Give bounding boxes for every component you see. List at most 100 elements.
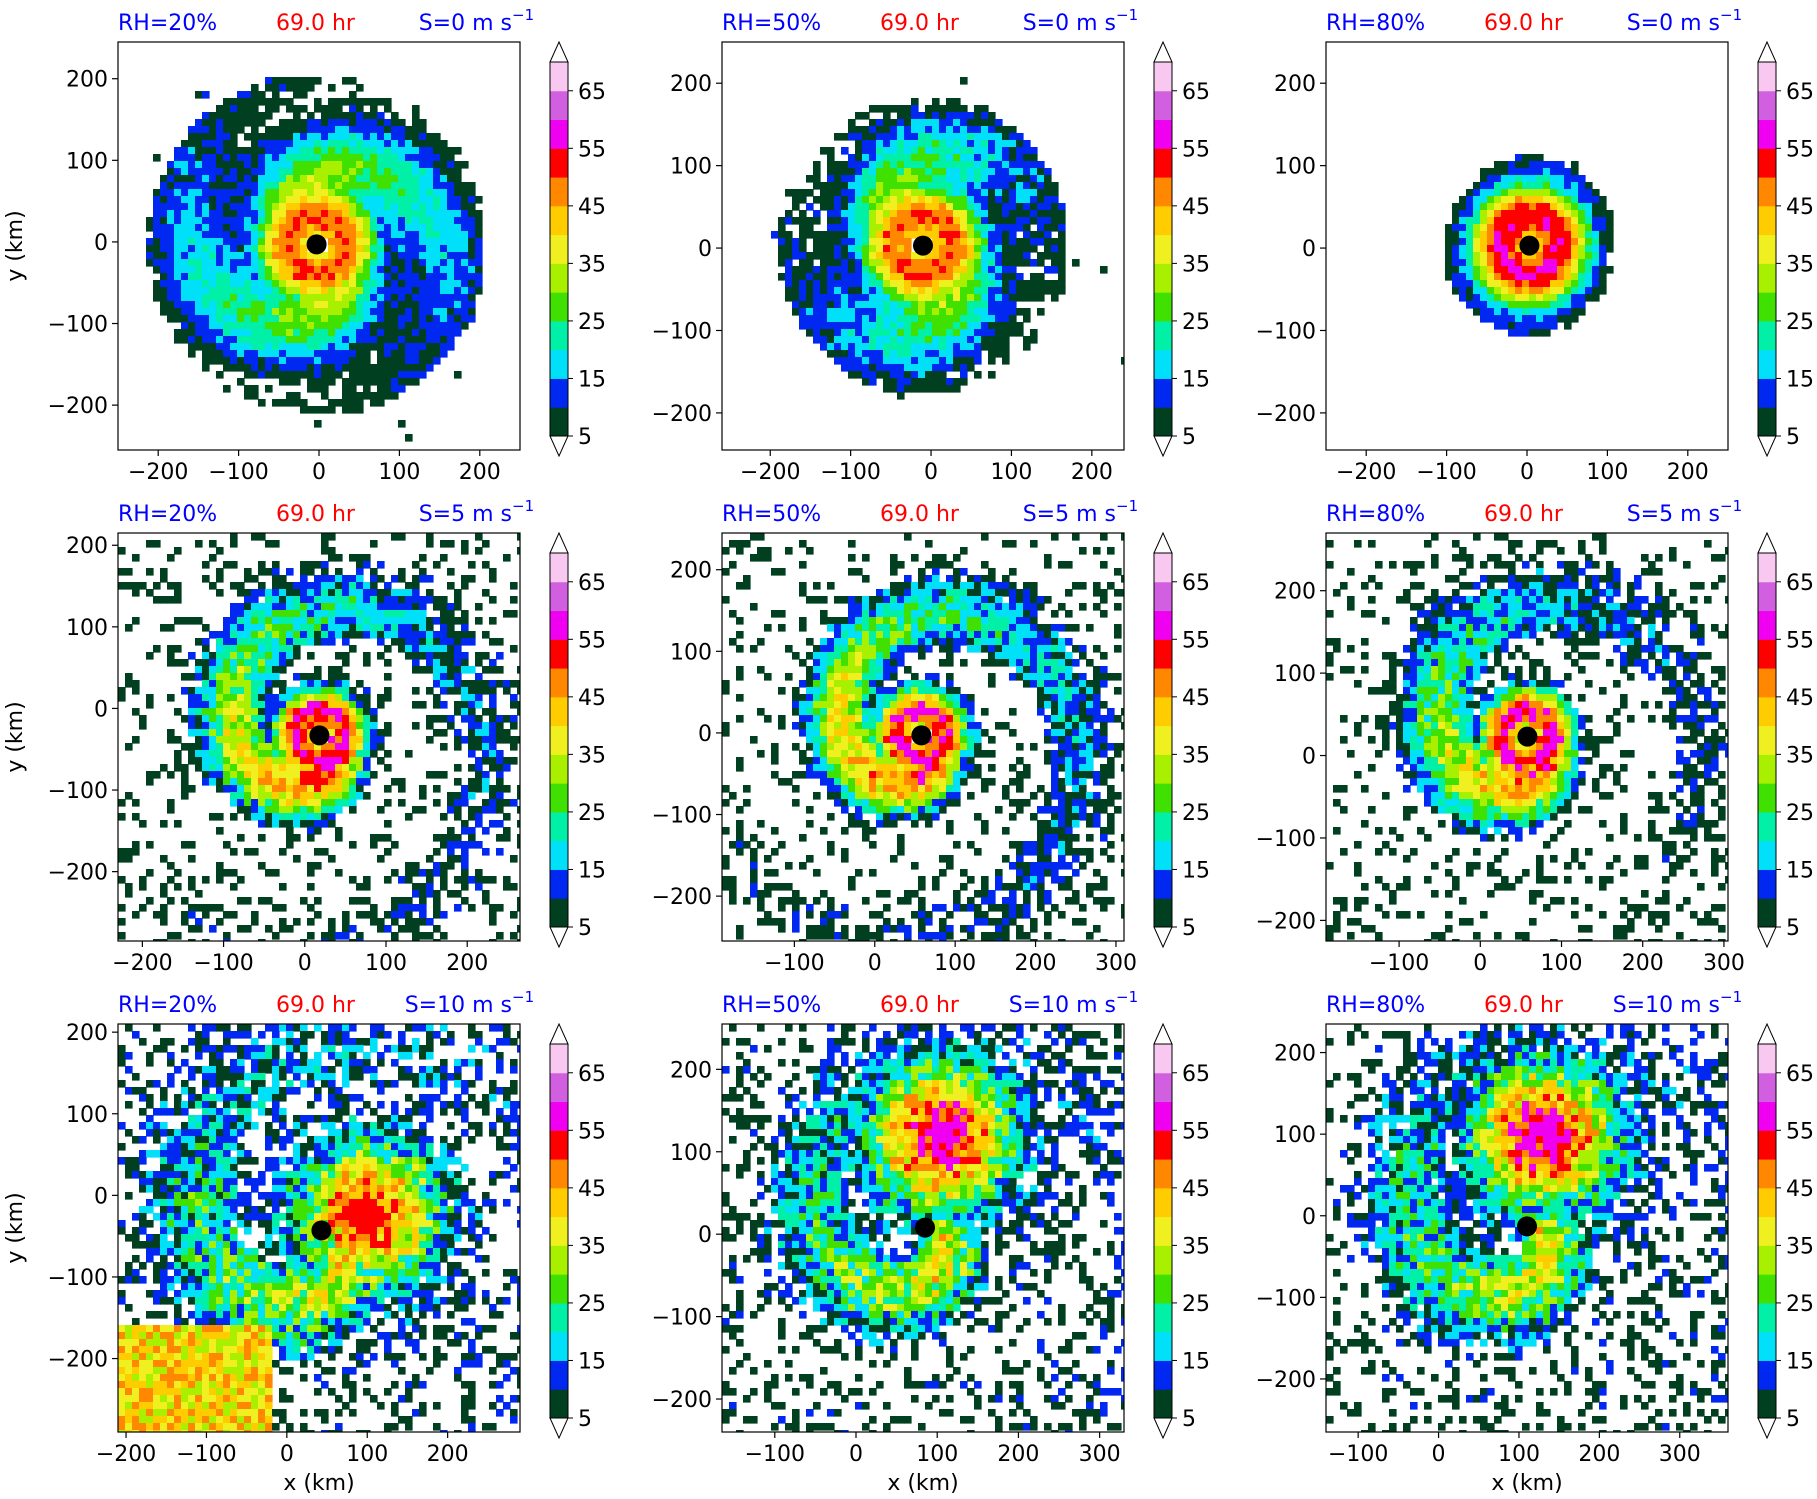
colorbar-tick-label: 25 (1182, 1292, 1210, 1317)
y-tick-label: −100 (1256, 1286, 1316, 1311)
panel-1: −200 −100 0 100 200 200 100 0 −100 −200 RH=20% 69.0… (3, 6, 606, 485)
colorbar-extend-min (549, 1417, 569, 1440)
colorbar-swatch (1154, 840, 1172, 870)
colorbar-swatch (550, 119, 568, 149)
x-axis-label: x (km) (887, 1471, 958, 1496)
shear-title-exponent: −1 (512, 6, 534, 24)
colorbar-tick-label: 35 (1182, 252, 1210, 277)
colorbar-swatch (1154, 639, 1172, 669)
colorbar-swatch (1758, 1331, 1776, 1361)
colorbar-swatch (1154, 869, 1172, 899)
colorbar-swatch (1154, 1274, 1172, 1304)
panel-5: −100 0 100 200 300 200 100 0 −100 −200 RH=50% 69.0 … (652, 497, 1210, 976)
colorbar-tick-label: 15 (1182, 858, 1210, 883)
y-tick-label: −200 (652, 1388, 712, 1413)
x-tick-label: −200 (1336, 460, 1396, 485)
y-tick-label: −100 (48, 313, 108, 338)
colorbar-extend-max (549, 1022, 569, 1045)
colorbar-tick-label: 35 (1182, 1234, 1210, 1259)
y-axis-label: y (km) (3, 701, 28, 772)
y-axis-label: y (km) (3, 1192, 28, 1263)
colorbar-swatch (550, 725, 568, 755)
x-tick-label: −200 (96, 1442, 156, 1467)
shear-title-exponent: −1 (1720, 6, 1742, 24)
colorbar: 5 15 25 35 45 55 65 (1153, 1022, 1210, 1440)
y-tick-label: 200 (1274, 1042, 1316, 1067)
colorbar-swatch (1154, 1072, 1172, 1103)
colorbar-swatch (1758, 177, 1776, 207)
colorbar-tick-label: 35 (578, 743, 606, 768)
x-tick-label: 0 (1473, 951, 1487, 976)
x-tick-label: −100 (208, 460, 268, 485)
x-tick-label: 100 (346, 1442, 388, 1467)
colorbar-swatch (1154, 177, 1172, 207)
x-tick-label: −200 (112, 951, 172, 976)
y-axis-label: y (km) (3, 210, 28, 281)
colorbar-swatch (550, 62, 568, 92)
colorbar-tick-label: 25 (578, 1292, 606, 1317)
colorbar-tick-label: 65 (578, 571, 606, 596)
y-tick-label: 0 (94, 697, 108, 722)
colorbar-tick-label: 55 (1182, 137, 1210, 162)
colorbar-tick-label: 5 (1182, 425, 1196, 450)
rh-title: RH=50% (722, 11, 821, 36)
colorbar-swatch (1154, 783, 1172, 813)
colorbar-tick-label: 5 (578, 425, 592, 450)
x-tick-label: 0 (1432, 1442, 1446, 1467)
x-tick-label: 200 (459, 460, 501, 485)
x-tick-label: 200 (997, 1442, 1039, 1467)
x-axis-label: x (km) (283, 1471, 354, 1496)
colorbar-swatch (1758, 668, 1776, 698)
shear-title: S=10 m s (405, 993, 512, 1018)
colorbar-tick-label: 35 (578, 252, 606, 277)
colorbar-extend-max (1757, 40, 1777, 63)
x-tick-label: 100 (1586, 460, 1628, 485)
panel-2: −200 −100 0 100 200 200 100 0 −100 −200 RH=50% 69.0… (652, 6, 1210, 485)
colorbar-swatch (1758, 553, 1776, 583)
colorbar-swatch (1758, 205, 1776, 236)
x-tick-label: −200 (740, 460, 800, 485)
colorbar-tick-label: 5 (1786, 916, 1800, 941)
y-tick-label: 200 (66, 534, 108, 559)
storm-center-marker (309, 725, 330, 746)
colorbar-swatch (1758, 234, 1776, 264)
axes-frame (721, 532, 1125, 942)
colorbar-swatch (550, 378, 568, 408)
colorbar-swatch (550, 1130, 568, 1160)
x-tick-label: −100 (176, 1442, 236, 1467)
colorbar-swatch (1758, 754, 1776, 784)
colorbar-swatch (1758, 811, 1776, 842)
colorbar-swatch (550, 696, 568, 727)
shear-title: S=10 m s (1613, 993, 1720, 1018)
colorbar-swatch (550, 1245, 568, 1275)
y-tick-label: 100 (66, 616, 108, 641)
colorbar-tick-label: 25 (1182, 801, 1210, 826)
colorbar-swatch (550, 639, 568, 669)
colorbar-swatch (550, 1302, 568, 1333)
colorbar-swatch (1154, 1302, 1172, 1333)
colorbar-swatch (550, 898, 568, 928)
colorbar-swatch (550, 234, 568, 264)
x-tick-label: −100 (1369, 951, 1429, 976)
colorbar-swatch (1154, 205, 1172, 236)
colorbar-swatch (1758, 1302, 1776, 1333)
colorbar-tick-label: 55 (578, 628, 606, 653)
time-title: 69.0 hr (1484, 993, 1564, 1018)
colorbar-swatch (1154, 668, 1172, 698)
y-tick-label: 0 (698, 1223, 712, 1248)
colorbar-swatch (1758, 639, 1776, 669)
x-tick-label: 0 (1520, 460, 1534, 485)
colorbar-tick-label: 25 (1786, 1292, 1814, 1317)
colorbar-swatch (550, 1159, 568, 1189)
colorbar-swatch (1758, 840, 1776, 870)
shear-title: S=5 m s (1023, 502, 1116, 527)
shear-title-exponent: −1 (1720, 497, 1742, 515)
colorbar: 5 15 25 35 45 55 65 (549, 40, 606, 458)
colorbar-swatch (1758, 1389, 1776, 1419)
y-tick-label: 0 (94, 1184, 108, 1209)
shear-title: S=0 m s (1023, 11, 1116, 36)
colorbar-swatch (1758, 407, 1776, 437)
contour-field (118, 533, 520, 941)
axes-frame (721, 41, 1125, 451)
x-tick-label: −200 (128, 460, 188, 485)
